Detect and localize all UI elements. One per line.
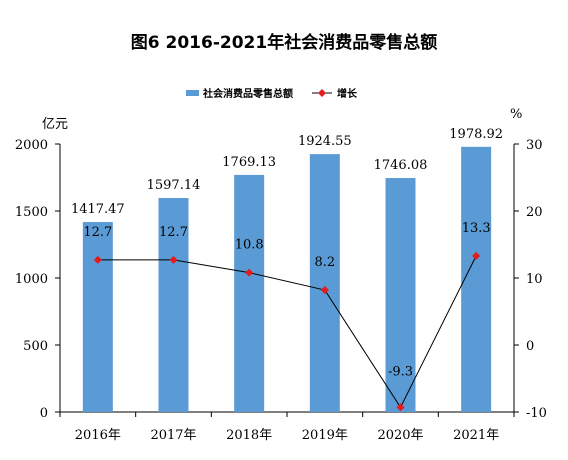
growth-point xyxy=(396,403,405,412)
bar xyxy=(385,178,416,412)
growth-data-label: 8.2 xyxy=(314,255,335,270)
bar-data-label: 1769.13 xyxy=(222,155,276,170)
growth-point xyxy=(472,251,481,260)
bar xyxy=(158,197,189,412)
legend-line-label: 增长 xyxy=(337,87,358,100)
y-right-unit: % xyxy=(510,107,522,122)
y-right-tick-label: 20 xyxy=(526,205,543,220)
y-right-tick-label: 10 xyxy=(526,272,543,287)
x-tick-label: 2016年 xyxy=(75,428,121,443)
bar-data-label: 1597.14 xyxy=(147,178,201,193)
y-left-tick-label: 2000 xyxy=(15,138,48,153)
y-right-tick-label: 30 xyxy=(526,138,543,153)
growth-data-label: 12.7 xyxy=(83,225,112,240)
bar xyxy=(309,154,340,413)
y-right-tick-label: -10 xyxy=(526,406,547,421)
legend-bar-label: 社会消费品零售总额 xyxy=(202,87,293,100)
y-left-tick-label: 0 xyxy=(40,406,48,421)
y-right-tick-label: 0 xyxy=(526,339,534,354)
y-left-tick-label: 1000 xyxy=(15,272,48,287)
growth-data-label: 10.8 xyxy=(235,238,264,253)
bar-data-label: 1417.47 xyxy=(71,202,125,217)
growth-point xyxy=(169,255,178,264)
growth-data-label: -9.3 xyxy=(388,364,413,379)
x-tick-label: 2021年 xyxy=(453,428,499,443)
legend-bar-swatch xyxy=(186,90,199,96)
growth-point xyxy=(93,255,102,264)
bar xyxy=(82,222,113,412)
growth-data-label: 12.7 xyxy=(159,225,188,240)
bar-data-label: 1924.55 xyxy=(298,134,352,149)
y-left-tick-label: 1500 xyxy=(15,205,48,220)
bar xyxy=(234,174,265,412)
legend-line-marker xyxy=(318,89,326,97)
x-tick-label: 2019年 xyxy=(302,428,348,443)
growth-point xyxy=(320,286,329,295)
x-tick-label: 2017年 xyxy=(150,428,196,443)
y-left-unit: 亿元 xyxy=(42,117,68,132)
growth-point xyxy=(245,268,254,277)
x-tick-label: 2018年 xyxy=(226,428,272,443)
bar xyxy=(461,146,492,413)
growth-data-label: 13.3 xyxy=(462,221,491,236)
bar-data-label: 1746.08 xyxy=(374,158,428,173)
y-left-tick-label: 500 xyxy=(23,339,48,354)
x-tick-label: 2020年 xyxy=(377,428,423,443)
growth-line xyxy=(97,255,477,409)
chart-title: 图6 2016-2021年社会消费品零售总额 xyxy=(130,33,438,53)
bar-data-label: 1978.92 xyxy=(449,127,503,142)
